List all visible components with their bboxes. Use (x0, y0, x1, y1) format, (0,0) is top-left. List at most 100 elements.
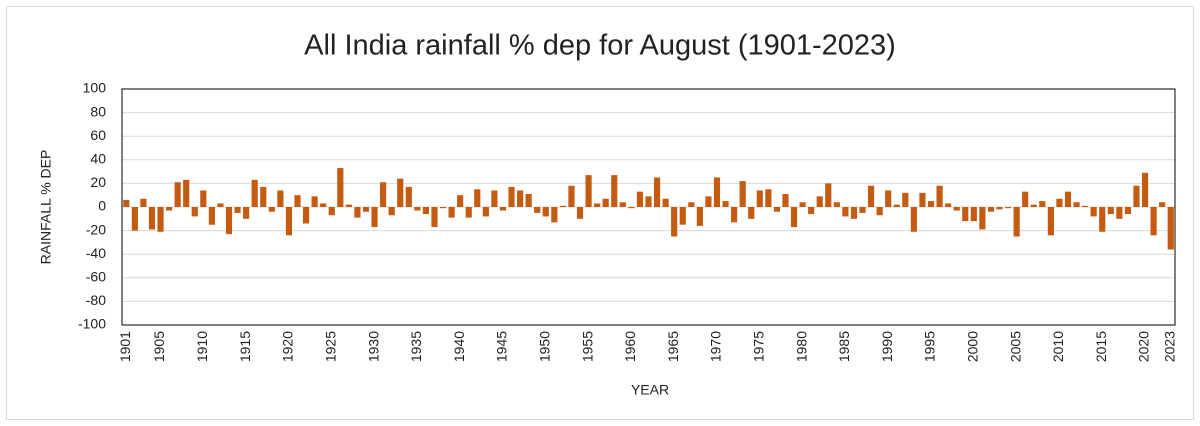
bar (1090, 207, 1097, 217)
bar (945, 203, 952, 207)
bar (251, 179, 258, 207)
y-tick-label: 40 (90, 151, 106, 167)
bar (1039, 201, 1046, 207)
bar (653, 177, 661, 207)
x-tick-label: 1930 (365, 331, 381, 362)
bar (756, 190, 763, 207)
bar (1133, 185, 1140, 207)
x-tick-label: 1945 (494, 331, 510, 362)
y-axis-label: RAINFALL % DEP (38, 150, 54, 265)
bar (1150, 207, 1157, 236)
bar (790, 207, 798, 228)
x-tick-label: 2005 (1007, 331, 1023, 362)
bar (1107, 207, 1114, 215)
bar (876, 207, 883, 216)
bar (816, 196, 823, 207)
bar (174, 182, 181, 207)
bar (200, 190, 207, 207)
bar (773, 207, 780, 212)
bar (731, 207, 738, 223)
bar (1056, 198, 1063, 207)
bar (439, 207, 447, 209)
bar (148, 207, 156, 230)
bar (808, 207, 815, 215)
x-tick-label: 2015 (1093, 331, 1109, 362)
bar (320, 203, 327, 207)
bar (525, 194, 532, 207)
bar (1013, 207, 1020, 237)
bar (996, 207, 1003, 210)
bar (208, 207, 215, 225)
bar (431, 207, 438, 228)
bar (628, 207, 635, 209)
bar (662, 198, 669, 207)
x-tick-label: 1955 (579, 331, 595, 362)
bar (688, 202, 695, 207)
bar (748, 207, 755, 219)
bar (1141, 172, 1149, 207)
bar (482, 207, 489, 217)
bar (277, 190, 284, 207)
y-tick-label: -100 (78, 316, 106, 332)
bar (1064, 191, 1072, 207)
bar (833, 202, 840, 207)
bar (696, 207, 703, 226)
x-tick-label: 2023 (1161, 331, 1177, 362)
bar (362, 207, 370, 212)
bar (671, 207, 678, 237)
bar (294, 195, 301, 207)
bar (1073, 202, 1080, 207)
bar (191, 207, 198, 217)
bar (722, 201, 729, 207)
x-tick-label: 1975 (750, 331, 766, 362)
bar (970, 207, 977, 222)
bar (842, 207, 849, 217)
bar (551, 207, 558, 223)
bar (1159, 202, 1166, 207)
bar (448, 207, 455, 218)
bar (902, 192, 909, 207)
bar (225, 207, 233, 235)
bar (474, 189, 481, 207)
bar (979, 207, 986, 230)
bar (936, 185, 943, 207)
bar (611, 175, 618, 207)
bar (457, 195, 464, 207)
bar (508, 186, 515, 207)
bar (927, 201, 935, 207)
bar (919, 192, 926, 207)
x-tick-label: 2000 (965, 331, 981, 362)
bar (491, 190, 498, 207)
bar (850, 207, 858, 219)
chart-title: All India rainfall % dep for August (190… (304, 30, 896, 62)
bar (1004, 207, 1012, 209)
x-tick-label: 1995 (922, 331, 938, 362)
bar (414, 207, 421, 211)
bar (705, 196, 712, 207)
bar (885, 190, 892, 207)
x-tick-label: 1905 (151, 331, 167, 362)
x-tick-label: 1960 (622, 331, 638, 362)
x-tick-label: 1915 (237, 331, 253, 362)
x-tick-label: 2020 (1136, 331, 1152, 362)
bar (140, 198, 147, 207)
bar (1099, 207, 1106, 232)
bar (765, 189, 772, 207)
y-tick-label: 100 (83, 80, 107, 96)
bar (910, 207, 917, 232)
bar (893, 204, 900, 207)
bar (465, 207, 472, 218)
bar (302, 207, 310, 224)
bar (499, 207, 507, 211)
bar (987, 207, 995, 212)
y-tick-label: 60 (90, 127, 106, 143)
x-tick-label: 1910 (194, 331, 210, 362)
bar (602, 198, 609, 207)
bar (183, 179, 190, 207)
bar (328, 207, 335, 216)
x-tick-label: 1901 (117, 331, 133, 362)
bar (354, 207, 361, 218)
plot-border (121, 88, 1176, 326)
bar (371, 207, 378, 228)
